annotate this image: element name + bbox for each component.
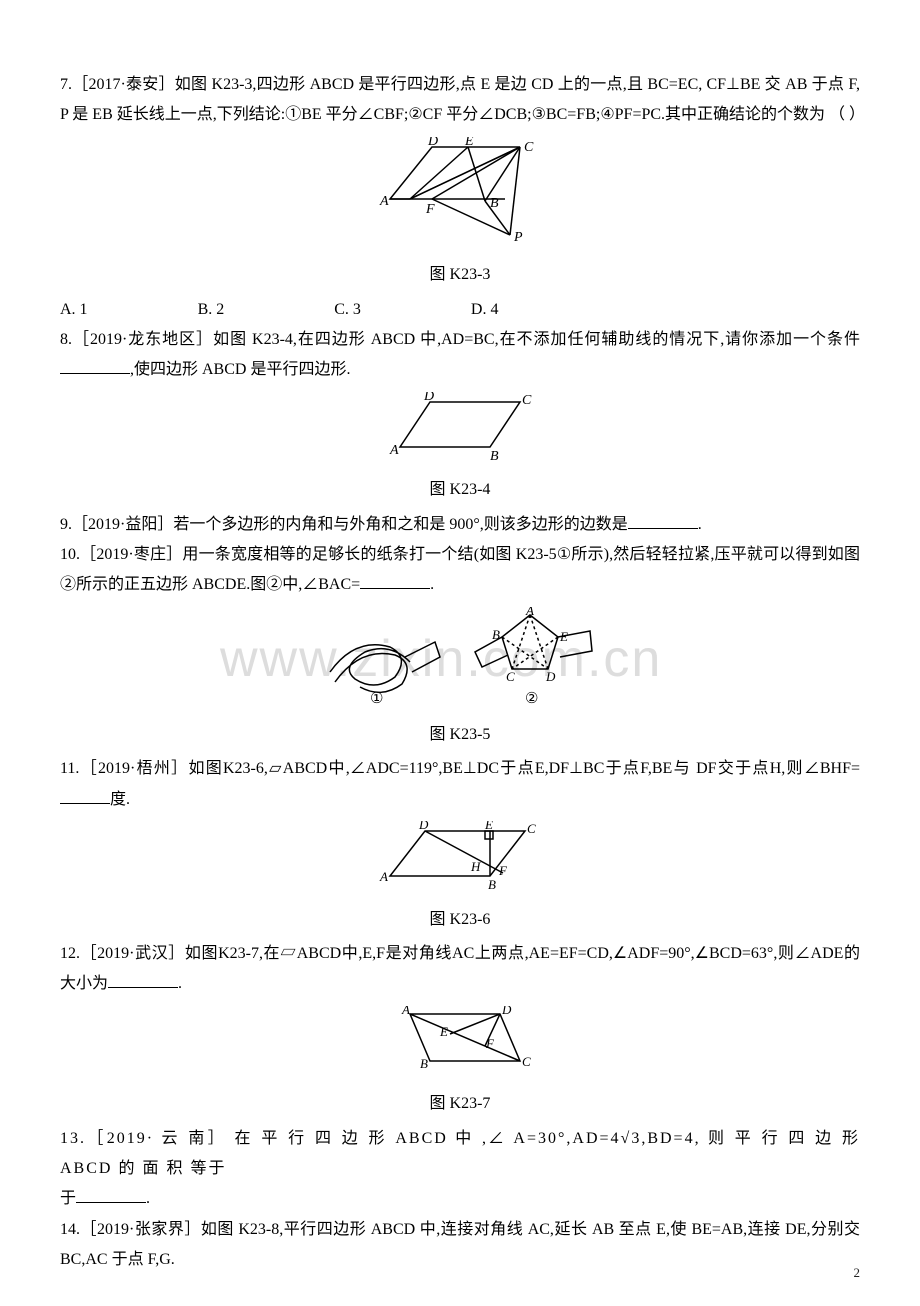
- svg-text:②: ②: [525, 691, 538, 707]
- q7-figure: D E C A F B P: [60, 137, 860, 258]
- q13-suffix: .: [146, 1190, 152, 1207]
- svg-text:A: A: [379, 869, 388, 884]
- svg-text:E: E: [559, 629, 568, 644]
- q12-blank: [108, 971, 178, 988]
- q8-caption: 图 K23-4: [60, 475, 860, 505]
- q13-text: 13.［2019· 云 南］ 在 平 行 四 边 形 ABCD 中 ,∠ A=3…: [60, 1124, 860, 1215]
- q7-text: 7.［2017·泰安］如图 K23-3,四边形 ABCD 是平行四边形,点 E …: [60, 70, 860, 131]
- q12-text: 12.［2019·武汉］如图K23-7,在▱ABCD中,E,F是对角线AC上两点…: [60, 939, 860, 1000]
- q8-blank: [60, 357, 130, 374]
- svg-text:B: B: [490, 196, 499, 211]
- svg-text:C: C: [506, 669, 515, 684]
- q11-caption: 图 K23-6: [60, 905, 860, 935]
- svg-text:D: D: [418, 821, 429, 832]
- q8-suffix: ,使四边形 ABCD 是平行四边形.: [130, 361, 350, 378]
- q10-text: 10.［2019·枣庄］用一条宽度相等的足够长的纸条打一个结(如图 K23-5①…: [60, 540, 860, 601]
- svg-text:D: D: [501, 1006, 512, 1017]
- svg-text:E: E: [439, 1024, 448, 1039]
- q10-figure: A B E C D ① ②: [60, 607, 860, 718]
- q12-suffix: .: [178, 975, 182, 992]
- q7-options: A. 1 B. 2 C. 3 D. 4: [60, 295, 860, 325]
- svg-text:F: F: [425, 202, 435, 217]
- svg-text:A: A: [379, 194, 389, 209]
- svg-text:A: A: [389, 443, 399, 458]
- q7-opt-a: A. 1: [60, 295, 88, 325]
- svg-text:H: H: [470, 859, 481, 874]
- svg-text:A: A: [525, 607, 534, 618]
- svg-text:C: C: [527, 821, 536, 836]
- q14-text: 14.［2019·张家界］如图 K23-8,平行四边形 ABCD 中,连接对角线…: [60, 1215, 860, 1276]
- q9-text: 9.［2019·益阳］若一个多边形的内角和与外角和之和是 900°,则该多边形的…: [60, 510, 860, 540]
- q11-prefix: 11.［2019·梧州］如图K23-6,▱ABCD中,∠ADC=119°,BE⊥…: [60, 760, 860, 777]
- q8-prefix: 8.［2019·龙东地区］如图 K23-4,在四边形 ABCD 中,AD=BC,…: [60, 331, 860, 348]
- svg-text:①: ①: [370, 691, 383, 707]
- svg-text:P: P: [513, 230, 523, 245]
- svg-text:D: D: [423, 392, 434, 404]
- q11-text: 11.［2019·梧州］如图K23-6,▱ABCD中,∠ADC=119°,BE⊥…: [60, 754, 860, 815]
- q10-suffix: .: [430, 576, 434, 593]
- svg-text:C: C: [524, 140, 534, 155]
- q10-blank: [360, 572, 430, 589]
- q8-text: 8.［2019·龙东地区］如图 K23-4,在四边形 ABCD 中,AD=BC,…: [60, 325, 860, 386]
- svg-text:B: B: [492, 627, 500, 642]
- svg-text:B: B: [490, 449, 499, 462]
- q11-suffix: 度.: [110, 791, 130, 808]
- q12-figure: A D E F B C: [60, 1006, 860, 1087]
- q7-opt-c: C. 3: [334, 295, 361, 325]
- svg-text:B: B: [420, 1056, 428, 1071]
- svg-text:E: E: [484, 821, 493, 832]
- q11-figure: D E C A H FB: [60, 821, 860, 902]
- q9-suffix: .: [698, 516, 702, 533]
- q7-caption: 图 K23-3: [60, 260, 860, 290]
- q9-prefix: 9.［2019·益阳］若一个多边形的内角和与外角和之和是 900°,则该多边形的…: [60, 516, 628, 533]
- q7-opt-d: D. 4: [471, 295, 499, 325]
- q13-blank: [76, 1186, 146, 1203]
- svg-text:E: E: [464, 137, 474, 149]
- q10-caption: 图 K23-5: [60, 720, 860, 750]
- svg-text:C: C: [522, 393, 532, 408]
- svg-text:F: F: [498, 863, 508, 878]
- q11-blank: [60, 787, 110, 804]
- svg-text:A: A: [401, 1006, 410, 1017]
- svg-text:D: D: [545, 669, 556, 684]
- q9-blank: [628, 512, 698, 529]
- svg-text:C: C: [522, 1054, 531, 1069]
- q12-caption: 图 K23-7: [60, 1089, 860, 1119]
- svg-text:B: B: [488, 877, 496, 891]
- q7-opt-b: B. 2: [198, 295, 225, 325]
- q8-figure: D C A B: [60, 392, 860, 473]
- q13-prefix: 13.［2019· 云 南］ 在 平 行 四 边 形 ABCD 中 ,∠ A=3…: [60, 1130, 860, 1177]
- q10-line1: 10.［2019·枣庄］用一条宽度相等的足够长的纸条打一个结(如图 K23-5①…: [60, 546, 860, 593]
- svg-text:F: F: [485, 1036, 495, 1051]
- svg-text:D: D: [427, 137, 438, 149]
